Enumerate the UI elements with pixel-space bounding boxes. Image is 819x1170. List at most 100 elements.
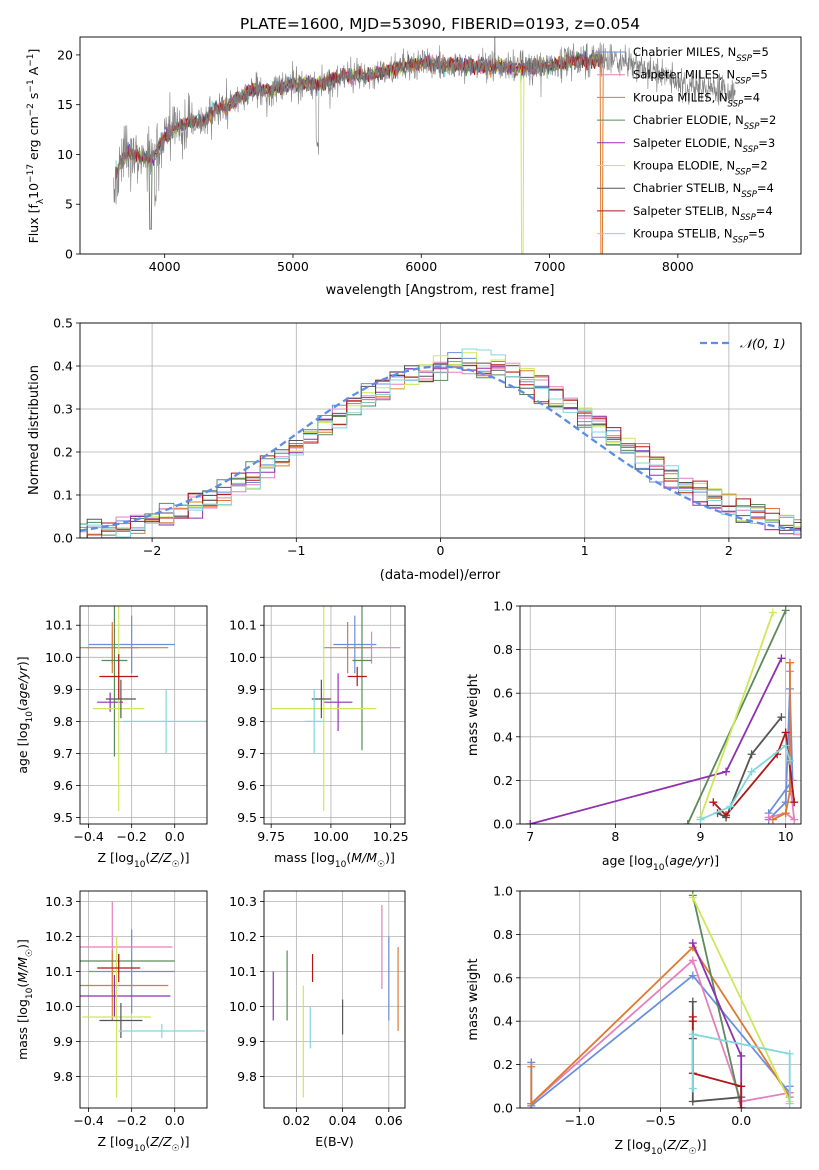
legend-text: Chabrier ELODIE, N bbox=[633, 113, 744, 127]
weight-marker bbox=[688, 893, 697, 902]
y-tick-label: 0.8 bbox=[493, 642, 513, 657]
x-tick-label: 0.0 bbox=[731, 1113, 751, 1128]
axes: 0.02 0.04 0.06 9.8 9.9 10.0 10.1 10.2 10.3 E(B-V) bbox=[229, 890, 406, 1149]
label-part: ( bbox=[145, 1134, 150, 1149]
legend-text: Salpeter MILES, N bbox=[633, 68, 735, 82]
errorbar-salpeter-stelib bbox=[99, 654, 139, 699]
y-tick-label: 10.0 bbox=[229, 650, 257, 665]
plot-weight-vs-Z: −1.0 −0.5 0.0 0.0 0.2 0.4 0.6 0.8 1.0 Z [log10(Z/… bbox=[466, 884, 802, 1157]
label-part: M/M bbox=[351, 850, 377, 865]
y-tick-label: 0.4 bbox=[493, 729, 513, 744]
label-part: ( bbox=[145, 850, 150, 865]
weight-marker bbox=[781, 809, 790, 818]
y-tick-label: 15 bbox=[57, 97, 73, 112]
axes: 4000 5000 6000 7000 8000 0 5 10 15 20 wavelength [… bbox=[26, 36, 802, 298]
axes-frame bbox=[79, 605, 208, 825]
plot-area bbox=[527, 891, 794, 1108]
x-tick-label: 0 bbox=[437, 543, 445, 558]
y-axis-label: Normed distribution bbox=[27, 365, 42, 495]
y-axis-label: mass weight bbox=[466, 958, 481, 1040]
y-tick-label: 1.0 bbox=[493, 599, 513, 614]
plot-area bbox=[271, 606, 401, 812]
label-part: E(B-V) bbox=[315, 1134, 354, 1149]
y-tick-label: 0 bbox=[65, 247, 73, 262]
label-part: Z [log bbox=[98, 850, 134, 865]
weight-marker bbox=[777, 713, 786, 722]
y-tick-label: 9.8 bbox=[53, 1069, 73, 1084]
errorbar-kroupa-elodie bbox=[271, 606, 377, 812]
weight-series-kroupa-stelib bbox=[696, 741, 794, 824]
label-part: Z/Z bbox=[149, 1134, 172, 1149]
weight-marker bbox=[527, 1062, 536, 1071]
legend-subscript: SSP bbox=[744, 122, 760, 132]
legend-subscript: SSP bbox=[728, 99, 744, 109]
weight-line bbox=[699, 612, 774, 818]
errorbar-salpeter-elodie bbox=[80, 975, 171, 1017]
x-tick-label: 8000 bbox=[662, 259, 694, 274]
weight-line bbox=[530, 958, 790, 1105]
legend-subscript: SSP bbox=[741, 190, 757, 200]
weight-marker bbox=[526, 820, 535, 824]
weight-marker bbox=[527, 1099, 536, 1108]
label-part: 10 bbox=[25, 711, 35, 723]
plot-area bbox=[272, 905, 399, 1098]
errorbar-kroupa-stelib bbox=[123, 689, 207, 754]
y-tick-label: 9.9 bbox=[237, 682, 257, 697]
plot-area bbox=[113, 37, 736, 254]
errorbar-salpeter-elodie bbox=[323, 673, 353, 732]
x-tick-label: 10 bbox=[778, 829, 794, 844]
y-tick-label: 0.3 bbox=[53, 402, 73, 417]
weight-line bbox=[691, 1033, 791, 1104]
gridlines bbox=[264, 891, 405, 1108]
legend-suffix: =5 bbox=[748, 227, 765, 241]
legend-label-chabrier-elodie: Chabrier ELODIE, NSSP=2 bbox=[633, 113, 776, 132]
weight-marker bbox=[781, 606, 790, 615]
legend-text: Kroupa ELODIE, N bbox=[633, 159, 735, 173]
label-part: age/yr bbox=[669, 853, 710, 868]
axes-frame bbox=[263, 605, 406, 825]
x-tick-label: −0.4 bbox=[73, 829, 103, 844]
label-part: ( bbox=[662, 1137, 667, 1152]
label-part: Flux [f bbox=[26, 204, 41, 244]
data-spectrum-line bbox=[113, 37, 736, 207]
weight-series-kroupa-stelib bbox=[688, 1030, 794, 1108]
label-part: mass [log bbox=[15, 999, 30, 1060]
y-tick-label: 10 bbox=[57, 147, 73, 162]
errorbar-kroupa-stelib bbox=[118, 1024, 205, 1038]
x-tick-label: 1 bbox=[581, 543, 589, 558]
label-part: ☉ bbox=[689, 1147, 697, 1157]
x-axis-label: E(B-V) bbox=[315, 1134, 354, 1149]
legend-suffix: =3 bbox=[758, 136, 775, 150]
y-tick-label: 9.9 bbox=[237, 1034, 257, 1049]
weight-series-salpeter-elodie bbox=[526, 654, 786, 824]
errorbar-kroupa-elodie bbox=[92, 606, 145, 812]
plot-area bbox=[80, 348, 801, 538]
y-tick-label: 10.0 bbox=[45, 999, 73, 1014]
x-tick-label: −0.5 bbox=[645, 1113, 675, 1128]
weight-line bbox=[691, 897, 791, 1102]
y-tick-label: 9.8 bbox=[53, 714, 73, 729]
legend-text: Chabrier STELIB, N bbox=[633, 181, 741, 195]
label-part: ( bbox=[346, 850, 351, 865]
legend-suffix: =4 bbox=[756, 204, 773, 218]
weight-marker bbox=[726, 802, 735, 811]
weight-marker bbox=[785, 1049, 794, 1058]
y-tick-label: 0.4 bbox=[493, 1014, 513, 1029]
x-tick-label: −1 bbox=[287, 543, 305, 558]
y-tick-label: 0.0 bbox=[493, 1101, 513, 1116]
x-tick-label: −1.0 bbox=[565, 1113, 595, 1128]
label-part: )] bbox=[709, 853, 719, 868]
histogram-kroupa-stelib bbox=[80, 348, 801, 538]
errorbar-chabrier-stelib bbox=[311, 679, 331, 719]
y-tick-label: 0.6 bbox=[493, 970, 513, 985]
label-part: age [log bbox=[602, 853, 653, 868]
errorbar-kroupa-elodie bbox=[82, 936, 152, 1098]
axes-frame bbox=[79, 36, 802, 255]
axes-frame bbox=[519, 890, 802, 1109]
axes-frame bbox=[519, 605, 802, 825]
weight-marker bbox=[688, 997, 697, 1006]
x-axis-label: Z [log10(Z/Z☉)] bbox=[98, 1134, 190, 1154]
histogram-kroupa-elodie bbox=[80, 352, 801, 538]
